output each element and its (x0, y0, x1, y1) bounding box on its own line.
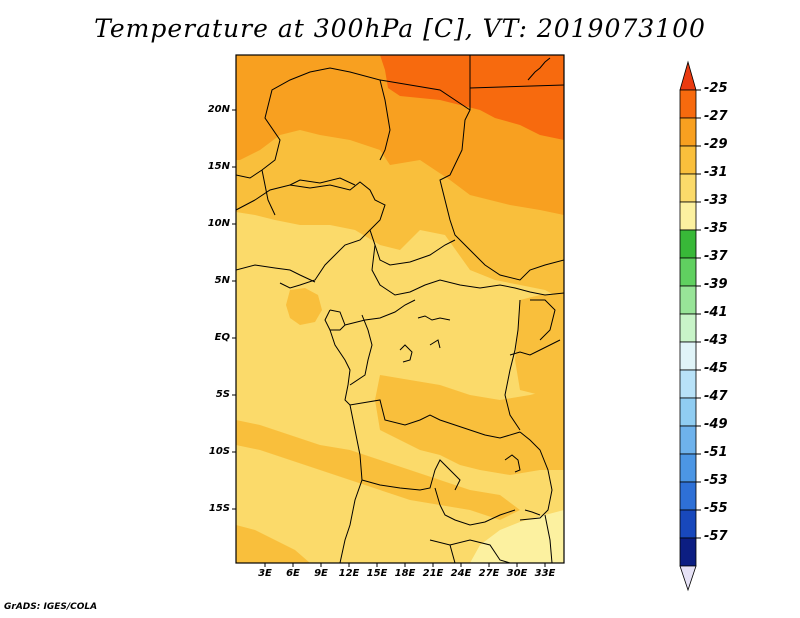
colorbar-swatch (679, 481, 697, 511)
colorbar-label: -55 (704, 501, 728, 516)
lon-label-24e: 24E (450, 568, 472, 579)
temperature-field (236, 55, 564, 563)
colorbar-bottom-arrow (679, 565, 697, 592)
colorbar-swatch (679, 285, 697, 315)
warm-zone-south-east (375, 375, 564, 475)
colorbar-swatch (679, 313, 697, 343)
colorbar-swatch (679, 537, 697, 567)
lon-label-9e: 9E (314, 568, 328, 579)
colorbar-top-arrow (679, 60, 697, 91)
lon-label-15e: 15E (366, 568, 388, 579)
lon-label-33e: 33E (534, 568, 556, 579)
colorbar-label: -31 (704, 165, 728, 180)
lon-label-21e: 21E (422, 568, 444, 579)
colorbar-swatch (679, 89, 697, 119)
colorbar-label: -45 (704, 361, 728, 376)
colorbar-label: -43 (704, 333, 728, 348)
colorbar-swatch (679, 509, 697, 539)
warm-zone-east-coast (515, 295, 564, 395)
lat-label-eq: EQ (214, 332, 230, 343)
colorbar-swatch (679, 397, 697, 427)
lon-label-6e: 6E (286, 568, 300, 579)
colorbar-swatch (679, 257, 697, 287)
lat-label-15s: 15S (208, 503, 230, 514)
colorbar-label: -39 (704, 277, 728, 292)
colorbar-label: -49 (704, 417, 728, 432)
lat-label-10n: 10N (207, 218, 230, 229)
colorbar-label: -27 (704, 109, 728, 124)
colorbar-swatch (679, 453, 697, 483)
colorbar-label: -51 (704, 445, 728, 460)
warmest-zone-northeast (380, 55, 564, 140)
lon-label-27e: 27E (478, 568, 500, 579)
colorbar-label: -37 (704, 249, 728, 264)
colorbar-label: -35 (704, 221, 728, 236)
lat-ticks (232, 109, 236, 510)
colorbar-swatch (679, 425, 697, 455)
lat-label-5n: 5N (214, 275, 230, 286)
colorbar-label: -29 (704, 137, 728, 152)
colorbar-label: -41 (704, 305, 728, 320)
lon-label-3e: 3E (258, 568, 272, 579)
lat-label-10s: 10S (208, 446, 230, 457)
colorbar-label: -33 (704, 193, 728, 208)
colorbar-label: -57 (704, 529, 728, 544)
warm-spot-gabon (286, 288, 322, 325)
grads-credit: GrADS: IGES/COLA (4, 602, 98, 612)
lat-label-20n: 20N (207, 104, 230, 115)
colorbar-label: -25 (704, 81, 728, 96)
colorbar-swatch (679, 369, 697, 399)
lon-label-18e: 18E (394, 568, 416, 579)
country-borders (236, 55, 564, 563)
colorbar (679, 60, 701, 592)
colorbar-swatch (679, 145, 697, 175)
colorbar-swatch (679, 173, 697, 203)
chart-title: Temperature at 300hPa [C], VT: 201907310… (94, 14, 706, 43)
warm-band-angola (236, 525, 310, 563)
colorbar-label: -53 (704, 473, 728, 488)
colorbar-swatch (679, 229, 697, 259)
lon-ticks (264, 563, 546, 567)
lon-label-30e: 30E (506, 568, 528, 579)
colorbar-swatch (679, 201, 697, 231)
colorbar-swatch (679, 341, 697, 371)
colorbar-swatch (679, 117, 697, 147)
warm-band-southwest (236, 420, 520, 520)
lat-label-15n: 15N (207, 161, 230, 172)
lon-label-12e: 12E (338, 568, 360, 579)
map-frame (235, 54, 565, 564)
colorbar-label: -47 (704, 389, 728, 404)
lat-label-5s: 5S (215, 389, 230, 400)
